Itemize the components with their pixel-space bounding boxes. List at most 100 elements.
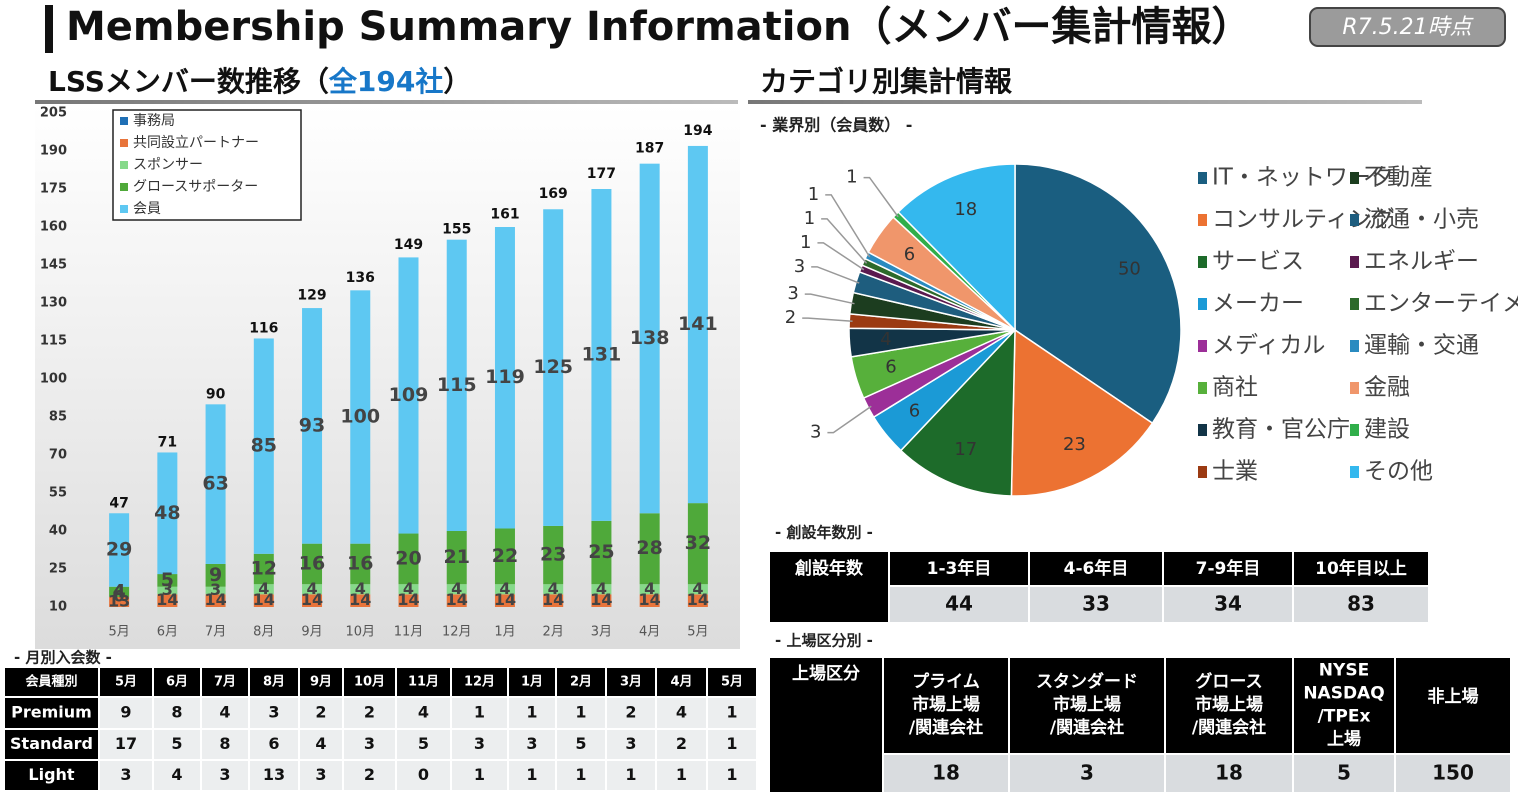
bar-segment — [591, 520, 612, 585]
table-value: 2 — [625, 703, 636, 722]
table-cell — [1166, 755, 1292, 792]
y-tick-label: 175 — [40, 182, 67, 197]
table-value: 5 — [1337, 761, 1351, 785]
pie-slice — [897, 163, 1016, 332]
data-label: 14 — [687, 590, 709, 609]
table-cell — [884, 658, 1008, 753]
column-header: NYSE — [1319, 661, 1369, 681]
bar-segment — [494, 594, 515, 607]
data-label: 100 — [340, 406, 380, 428]
data-label: 131 — [582, 343, 622, 365]
table-cell — [708, 761, 756, 790]
y-tick-label: 40 — [49, 524, 67, 539]
y-tick-label: 115 — [40, 334, 67, 349]
table-cell — [344, 698, 395, 728]
data-label: 109 — [389, 384, 429, 406]
total-label: 136 — [346, 270, 375, 286]
table-cell — [1164, 587, 1292, 622]
slice-label: 17 — [954, 439, 977, 460]
y-tick-label: 10 — [49, 600, 67, 615]
legend-label: 士業 — [1212, 459, 1258, 485]
page-title: Membership Summary Information（メンバー集計情報） — [66, 4, 1251, 50]
legend-label: スポンサー — [133, 157, 203, 173]
table-cell — [202, 730, 248, 759]
column-header: プライム — [912, 671, 980, 692]
legend-swatch — [1198, 256, 1207, 268]
x-tick-label: 12月 — [442, 625, 472, 640]
table-value: 18 — [932, 761, 960, 785]
table-value: 4 — [676, 703, 687, 722]
data-label: 14 — [397, 590, 419, 609]
y-tick-label: 70 — [49, 448, 67, 463]
table-cell — [657, 730, 706, 759]
data-label: 4 — [644, 579, 655, 598]
table-value: 2 — [364, 703, 375, 722]
bar-segment — [639, 163, 660, 514]
slice-label: 18 — [954, 199, 977, 220]
table-value: 9 — [120, 703, 131, 722]
table-cell — [344, 668, 395, 696]
table-cell — [884, 755, 1008, 792]
slice-label: 1 — [808, 184, 819, 205]
column-header: 10年目以上 — [1315, 558, 1407, 579]
table-value: 18 — [1215, 761, 1243, 785]
bar-segment — [398, 257, 419, 534]
bar-segment — [639, 584, 660, 595]
bar-segment — [205, 404, 226, 564]
bar-segment — [687, 145, 708, 504]
table-cell — [1030, 552, 1162, 585]
table-value: 83 — [1347, 592, 1375, 616]
table-value: 44 — [945, 592, 973, 616]
bar-segment — [253, 553, 274, 585]
bar-segment — [543, 209, 564, 526]
table-cell — [1166, 658, 1292, 753]
x-tick-label: 8月 — [253, 625, 274, 640]
column-header: 市場上場 — [1053, 694, 1121, 715]
table-value: 1 — [726, 765, 737, 784]
data-label: 141 — [678, 313, 718, 335]
table-value: 150 — [1432, 761, 1474, 785]
data-label: 25 — [588, 541, 614, 563]
total-label: 187 — [635, 141, 664, 157]
table-value: 17 — [115, 734, 137, 753]
bar-segment — [446, 531, 467, 585]
column-header: 2月 — [570, 675, 592, 690]
slice-label: 6 — [909, 401, 920, 422]
total-label: 129 — [297, 288, 326, 304]
total-label: 177 — [587, 166, 616, 182]
legend-label: メーカー — [1212, 291, 1304, 317]
column-header: 3月 — [620, 675, 642, 690]
legend-label: 金融 — [1364, 375, 1410, 401]
data-label: 3 — [162, 580, 173, 599]
pie-slice — [899, 328, 1016, 497]
legend-swatch — [1198, 172, 1207, 184]
legend-swatch — [1350, 172, 1359, 184]
bar-segment — [157, 586, 178, 595]
table-cell — [100, 730, 152, 759]
slice-label: 4 — [880, 329, 891, 350]
table-value: 1 — [726, 703, 737, 722]
data-label: 4 — [403, 579, 414, 598]
y-tick-label: 85 — [49, 410, 67, 425]
title-total: 全194社 — [328, 65, 443, 98]
y-tick-label: 25 — [49, 562, 67, 577]
pie-slice — [1010, 328, 1154, 497]
data-label: 138 — [630, 327, 670, 349]
data-label: 4 — [451, 579, 462, 598]
slice-label: 3 — [787, 283, 798, 304]
legend-swatch — [1198, 424, 1207, 436]
bar-segment — [302, 543, 323, 585]
bar-segment — [157, 574, 178, 587]
data-label: 14 — [542, 590, 564, 609]
table-value: 1 — [526, 765, 537, 784]
bar-segment — [543, 525, 564, 585]
legend-swatch — [120, 161, 128, 169]
legend-swatch — [120, 139, 128, 147]
table-cell — [154, 730, 200, 759]
legend-label: 流通・小売 — [1364, 207, 1479, 233]
data-label: 22 — [492, 545, 518, 567]
section-title: カテゴリ別集計情報 — [760, 65, 1013, 98]
legend-swatch — [1198, 382, 1207, 394]
bar-segment — [350, 290, 371, 544]
